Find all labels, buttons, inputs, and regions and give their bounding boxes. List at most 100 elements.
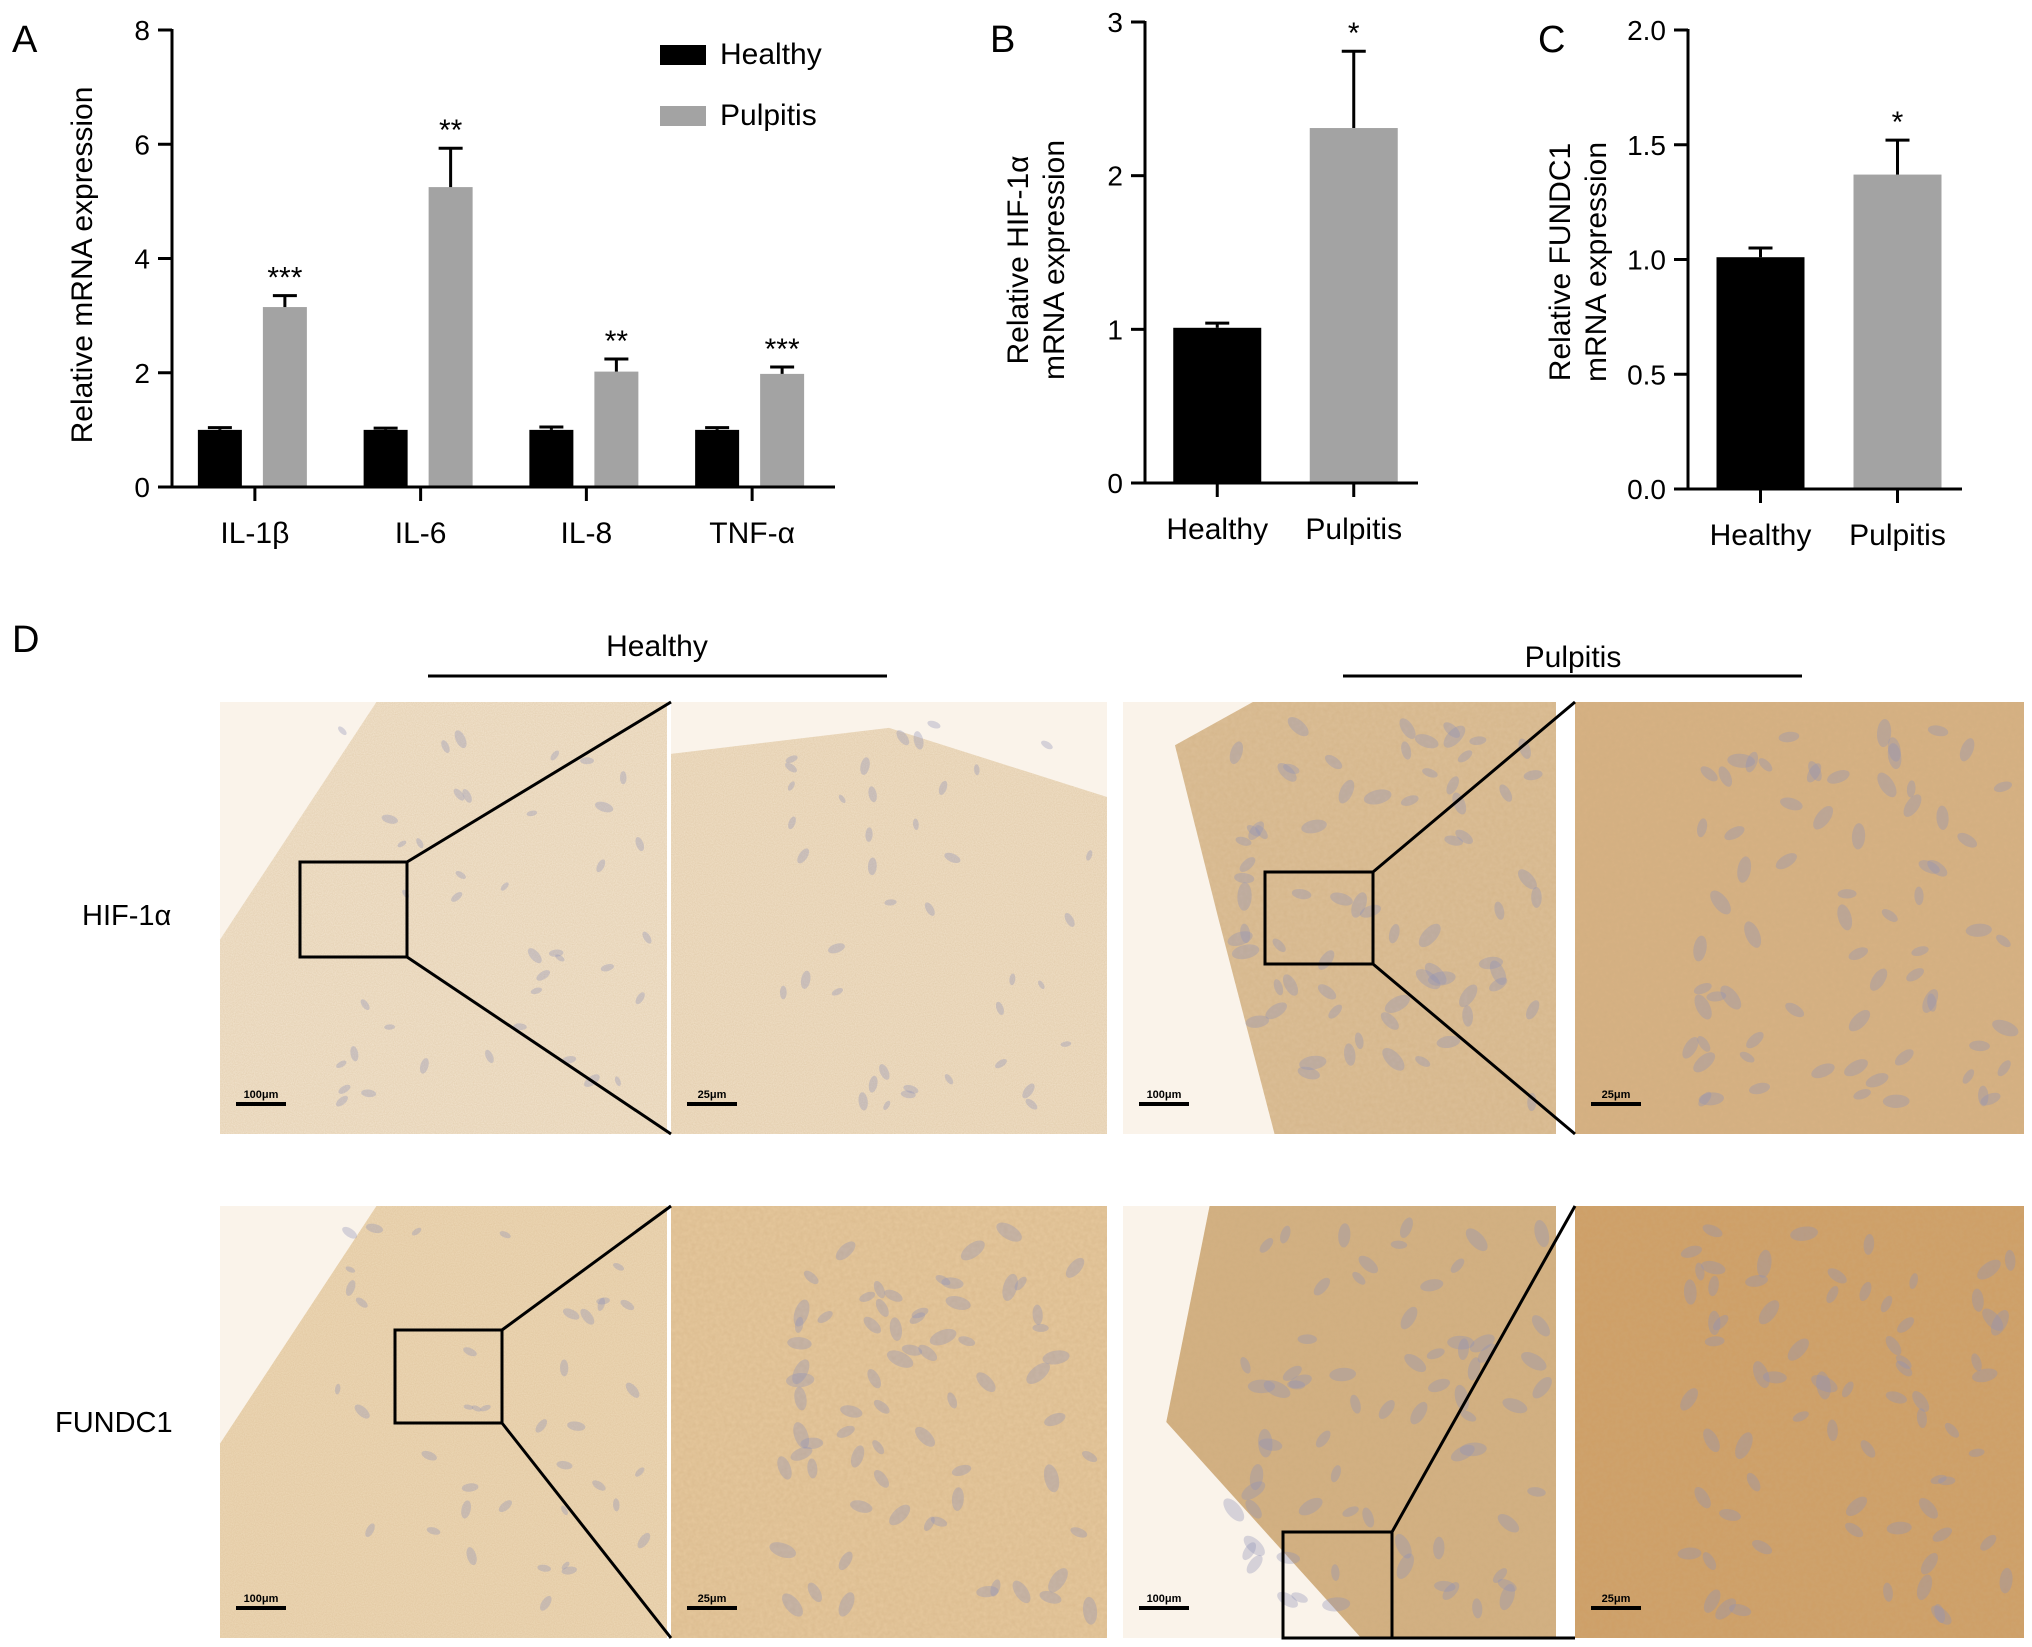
cell-nucleus — [625, 1382, 640, 1398]
cell-nucleus — [441, 740, 450, 753]
cell-nucleus — [1990, 1309, 2009, 1336]
y-tick-label: 0 — [134, 472, 150, 503]
cell-nucleus — [1032, 1304, 1043, 1325]
cell-nucleus — [426, 1527, 441, 1535]
cell-nucleus — [454, 730, 467, 749]
cell-nucleus — [1378, 1400, 1395, 1419]
cell-nucleus — [1920, 1552, 1939, 1575]
cell-nucleus — [354, 1404, 370, 1419]
cell-nucleus — [867, 1368, 882, 1389]
cell-nucleus — [397, 840, 407, 848]
cell-nucleus — [1282, 1365, 1302, 1381]
cell-nucleus — [1434, 1580, 1456, 1592]
cell-nucleus — [1426, 1348, 1445, 1360]
cell-nucleus — [850, 1445, 865, 1468]
cell-nucleus — [1399, 718, 1416, 739]
x-axis: IL-1β IL-6 IL-8 TNF-α — [172, 485, 835, 550]
cell-nucleus — [463, 1347, 477, 1357]
cell-nucleus — [411, 1227, 422, 1236]
cell-nucleus — [976, 1586, 999, 1598]
panel-c: C Relative FUNDC1 mRNA expression 0.0 0.5… — [1538, 15, 1962, 552]
cell-nucleus — [1344, 1043, 1356, 1066]
cell-nucleus — [1785, 1002, 1805, 1018]
cell-nucleus — [1297, 1066, 1320, 1080]
cell-nucleus — [1041, 740, 1053, 750]
cell-nucleus — [548, 949, 564, 957]
cell-nucleus — [1695, 1262, 1705, 1281]
cell-nucleus — [836, 1425, 855, 1438]
cell-nucleus — [1936, 805, 1949, 830]
cell-nucleus — [345, 1266, 356, 1273]
cell-nucleus — [1044, 1412, 1066, 1427]
cell-nucleus — [1886, 1521, 1912, 1535]
tissue-texture — [671, 727, 1107, 1134]
cell-nucleus — [883, 1100, 891, 1110]
scale-bar-label: 100μm — [244, 1593, 279, 1605]
cell-nucleus — [1458, 1338, 1469, 1361]
cell-nucleus — [1980, 1092, 2001, 1106]
cell-nucleus — [875, 1298, 889, 1317]
cell-nucleus — [1931, 1605, 1952, 1625]
y-tick-label: 1 — [1107, 314, 1123, 345]
cell-nucleus — [1390, 1240, 1408, 1249]
cell-nucleus — [797, 848, 810, 864]
cell-nucleus — [945, 1296, 971, 1310]
cell-nucleus — [1362, 1507, 1375, 1528]
cell-nucleus — [1780, 797, 1803, 811]
cell-nucleus — [1918, 1498, 1938, 1519]
significance-marker: ** — [439, 114, 463, 147]
scale-bar-label: 25μm — [698, 1593, 727, 1605]
cell-nucleus — [1273, 979, 1284, 996]
cell-nucleus — [596, 859, 606, 873]
cell-nucleus — [1710, 890, 1731, 915]
zoom-connector-top — [1390, 1205, 1577, 1533]
cell-nucleus — [1999, 1567, 2013, 1594]
cell-nucleus — [1282, 974, 1299, 996]
cell-nucleus — [1239, 857, 1256, 872]
cell-nucleus — [990, 1579, 1001, 1597]
cell-nucleus — [1494, 901, 1505, 920]
cell-nucleus — [463, 1404, 474, 1410]
cell-nucleus — [556, 1460, 573, 1470]
x-tick-label: TNF-α — [709, 517, 795, 550]
cell-nucleus — [909, 1312, 926, 1324]
significance-marker: *** — [267, 262, 302, 295]
cell-nucleus — [903, 1084, 919, 1094]
cell-nucleus — [1916, 1408, 1927, 1428]
x-tick-label: Pulpitis — [1305, 513, 1402, 546]
cell-nucleus — [1242, 1542, 1257, 1561]
cell-nucleus — [935, 1275, 951, 1286]
cell-nucleus — [884, 899, 897, 906]
cell-nucleus — [900, 1090, 916, 1099]
cell-nucleus — [592, 1480, 606, 1491]
cell-nucleus — [792, 1359, 810, 1385]
bar-pulpitis — [1309, 128, 1398, 483]
cell-nucleus — [777, 1456, 792, 1480]
micrograph-healthy-fundc1-high: 25μm — [671, 1206, 1107, 1638]
cell-nucleus — [1693, 935, 1707, 962]
scale-bar-label: 25μm — [1602, 1593, 1631, 1605]
cell-nucleus — [462, 789, 472, 803]
cell-nucleus — [1980, 1534, 1997, 1551]
y-axis-label-line-1: Relative FUNDC1 — [1544, 143, 1577, 381]
cell-nucleus — [350, 1046, 359, 1062]
x-axis: Healthy Pulpitis — [1145, 481, 1418, 546]
cell-nucleus — [889, 1317, 903, 1341]
y-tick-label: 1.0 — [1627, 245, 1666, 276]
panel-letter-d: D — [12, 619, 39, 661]
cell-nucleus — [1744, 921, 1762, 948]
x-tick-label: Healthy — [1710, 519, 1812, 552]
bar-pulpitis — [1853, 174, 1942, 489]
cell-nucleus — [1082, 1596, 1098, 1625]
cell-nucleus — [561, 1566, 577, 1575]
cell-nucleus — [1359, 904, 1382, 918]
cell-nucleus — [1977, 1259, 2001, 1280]
cell-nucleus — [365, 1223, 384, 1234]
cell-nucleus — [1700, 766, 1718, 782]
cell-nucleus — [1467, 1357, 1481, 1381]
y-tick-label: 6 — [134, 129, 150, 160]
cell-nucleus — [886, 1350, 914, 1368]
cell-nucleus — [1914, 886, 1924, 906]
